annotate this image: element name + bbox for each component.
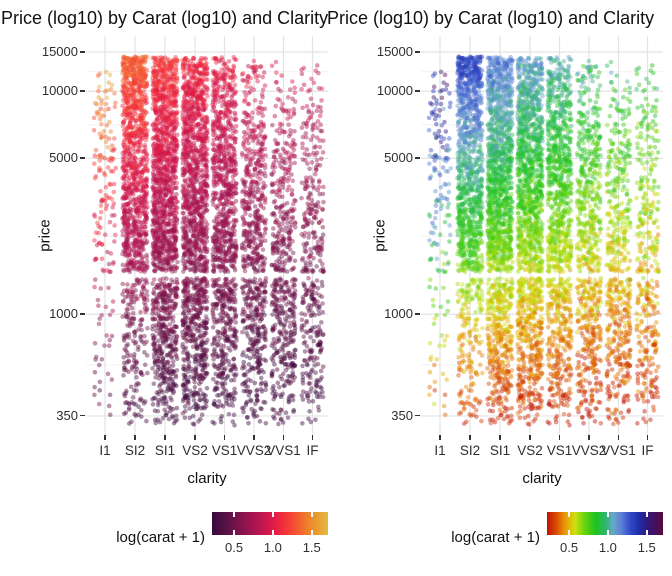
x-tick-mark-left-6 <box>282 435 285 440</box>
scatter-panel-left <box>86 36 328 435</box>
x-tick-label-right-3: VS2 <box>517 443 543 458</box>
legend-tick-label-right-0: 0.5 <box>559 540 579 555</box>
y-tick-label-left-3: 1000 <box>49 306 78 322</box>
legend-title-left: log(carat + 1) <box>116 529 205 546</box>
legend-bar-tick-left-2-bottom <box>310 530 313 535</box>
y-tick-label-left-4: 350 <box>56 407 78 423</box>
legend-gradient-bar-left <box>212 512 328 535</box>
legend-bar-tick-left-1-bottom <box>271 530 274 535</box>
y-tick-label-right-2: 5000 <box>384 150 413 166</box>
y-tick-label-right-4: 350 <box>391 407 413 423</box>
legend-bar-tick-left-2-top <box>310 512 313 517</box>
scatter-panel-right <box>421 36 663 435</box>
x-tick-mark-right-5 <box>588 435 590 440</box>
x-tick-label-left-7: IF <box>306 443 319 458</box>
y-tick-mark-right-1 <box>415 90 420 92</box>
y-tick-label-left-1: 10000 <box>41 83 78 99</box>
x-tick-mark-left-4 <box>223 435 226 440</box>
legend-title-right: log(carat + 1) <box>451 529 540 546</box>
x-tick-label-left-1: SI2 <box>124 443 146 458</box>
y-tick-mark-right-4 <box>415 414 420 417</box>
x-tick-mark-right-7 <box>646 435 649 440</box>
legend-bar-tick-right-0-top <box>568 512 571 517</box>
legend-bar-tick-left-1-top <box>271 512 274 517</box>
x-tick-mark-left-1 <box>134 435 136 440</box>
y-tick-mark-right-0 <box>415 51 420 53</box>
legend-tick-label-left-0: 0.5 <box>224 540 244 555</box>
y-axis-title-left: price <box>36 219 54 252</box>
x-tick-mark-right-0 <box>439 435 441 440</box>
legend-tick-label-left-1: 1.0 <box>263 540 282 555</box>
x-tick-label-left-0: I1 <box>99 443 111 458</box>
y-tick-label-left-2: 5000 <box>49 150 78 166</box>
legend-bar-tick-right-0-bottom <box>568 530 571 535</box>
x-tick-mark-right-1 <box>469 435 471 440</box>
x-tick-mark-left-3 <box>194 435 196 440</box>
legend-bar-tick-right-1-top <box>606 512 609 517</box>
y-tick-mark-left-3 <box>80 313 85 315</box>
x-tick-label-left-4: VS1 <box>211 443 238 458</box>
x-tick-label-right-1: SI2 <box>459 443 481 458</box>
plot-title-left: Price (log10) by Carat (log10) and Clari… <box>1 8 329 28</box>
x-tick-label-right-4: VS1 <box>546 443 573 458</box>
x-tick-label-right-2: SI1 <box>489 443 511 458</box>
x-tick-mark-left-7 <box>311 435 314 440</box>
y-axis-title-right: price <box>371 219 389 252</box>
y-tick-mark-left-2 <box>80 157 85 159</box>
x-tick-label-right-0: I1 <box>434 443 446 458</box>
x-tick-mark-right-4 <box>558 435 561 440</box>
legend-bar-tick-left-0-top <box>233 512 236 517</box>
x-tick-label-left-5: VVS2 <box>236 443 272 458</box>
x-tick-label-right-6: VVS1 <box>601 443 636 458</box>
x-tick-mark-left-0 <box>104 435 106 440</box>
legend-bar-tick-right-2-top <box>645 512 648 517</box>
legend-tick-label-right-2: 1.5 <box>637 540 656 555</box>
legend-gradient-bar-right <box>547 512 663 535</box>
x-tick-label-right-7: IF <box>641 443 654 458</box>
y-tick-label-left-0: 15000 <box>41 44 78 59</box>
y-tick-label-right-1: 10000 <box>376 83 413 99</box>
x-tick-mark-left-5 <box>253 435 255 440</box>
x-tick-label-right-5: VVS2 <box>571 443 607 458</box>
x-axis-title-left: clarity <box>187 470 227 487</box>
x-tick-mark-right-2 <box>499 435 501 440</box>
x-axis-title-right: clarity <box>522 470 562 487</box>
x-tick-mark-right-6 <box>617 435 620 440</box>
y-tick-mark-right-2 <box>415 157 420 159</box>
y-tick-mark-left-1 <box>80 90 85 92</box>
x-tick-label-left-2: SI1 <box>154 443 176 458</box>
legend-bar-tick-right-2-bottom <box>645 530 648 535</box>
y-tick-mark-left-4 <box>80 414 85 417</box>
x-tick-mark-left-2 <box>164 435 166 440</box>
x-tick-mark-right-3 <box>529 435 531 440</box>
plot-title-right: Price (log10) by Carat (log10) and Clari… <box>327 8 655 28</box>
y-tick-mark-right-3 <box>415 313 420 315</box>
y-tick-mark-left-0 <box>80 51 85 53</box>
x-tick-label-left-6: VVS1 <box>266 443 301 458</box>
legend-bar-tick-left-0-bottom <box>233 530 236 535</box>
y-tick-label-right-3: 1000 <box>384 306 413 322</box>
legend-tick-label-right-1: 1.0 <box>598 540 617 555</box>
legend-bar-tick-right-1-bottom <box>606 530 609 535</box>
y-tick-label-right-0: 15000 <box>376 44 413 59</box>
x-tick-label-left-3: VS2 <box>182 443 208 458</box>
legend-tick-label-left-2: 1.5 <box>302 540 321 555</box>
